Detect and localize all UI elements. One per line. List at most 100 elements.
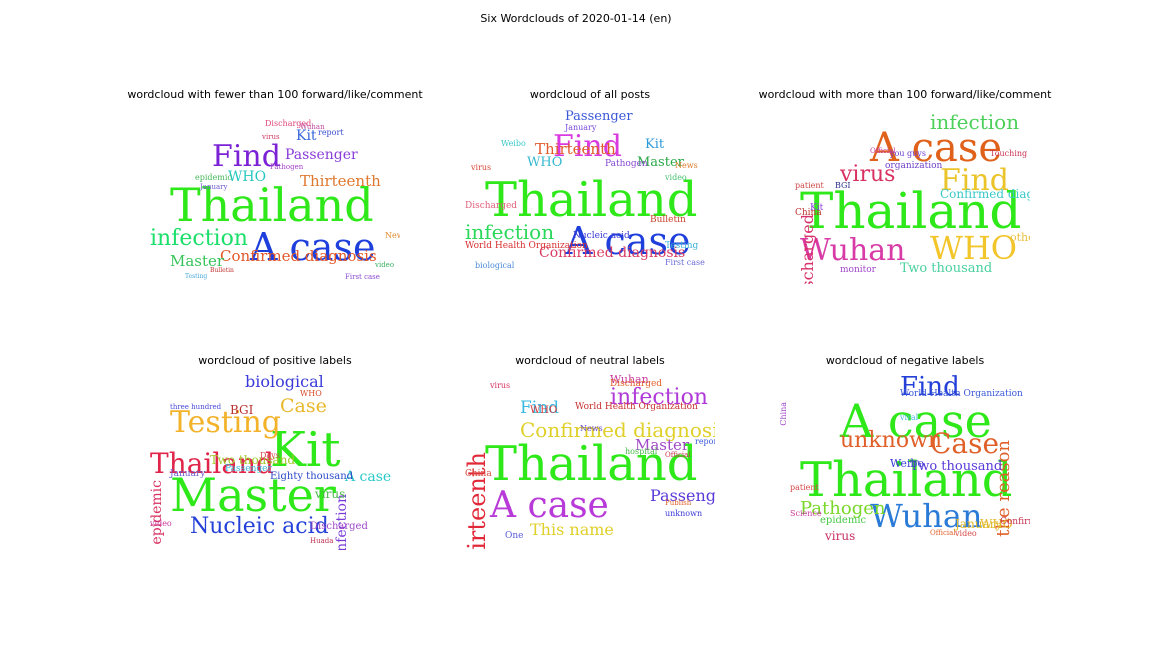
wordcloud-word: viral bbox=[900, 413, 919, 422]
wordcloud-word: A case bbox=[490, 485, 609, 526]
wordcloud-word: January bbox=[565, 123, 597, 132]
wordcloud-word: Passenger bbox=[225, 464, 272, 474]
wordcloud-word: Kit bbox=[296, 128, 317, 144]
wordcloud-word: Thailand bbox=[800, 182, 1022, 240]
wordcloud-word: virus bbox=[262, 133, 280, 141]
figure-title: Six Wordclouds of 2020-01-14 (en) bbox=[480, 12, 672, 25]
wordcloud-word: Nucleic acid bbox=[573, 231, 630, 241]
wordcloud-word: News bbox=[580, 424, 603, 433]
wordcloud-word: Discharged bbox=[465, 201, 518, 211]
wordcloud-word: WHO bbox=[228, 169, 267, 185]
wordcloud-word: Thailand bbox=[800, 452, 1013, 508]
wordcloud-word: China bbox=[780, 402, 788, 426]
wordcloud-word: Two thousand bbox=[210, 453, 296, 467]
wordcloud-word: Weibo bbox=[501, 139, 526, 148]
wordcloud-word: video bbox=[665, 173, 687, 182]
wordcloud-word: This name bbox=[530, 520, 614, 539]
wordcloud-word: A case bbox=[345, 469, 392, 485]
wordcloud-word: unknown bbox=[665, 509, 703, 518]
wordcloud-word: Testing bbox=[185, 273, 208, 280]
panel-title: wordcloud of negative labels bbox=[825, 354, 985, 367]
wordcloud-word: Discharged bbox=[265, 119, 312, 128]
wordcloud: Master Kit Thailand Testing Nucleic acid biol… bbox=[150, 370, 400, 551]
wordcloud-word: Thirteenth bbox=[300, 172, 381, 190]
wordcloud-word: Official bbox=[930, 529, 956, 537]
wordcloud-word: virus bbox=[315, 487, 346, 501]
wordcloud-word: World Health Organization bbox=[575, 402, 698, 412]
wordcloud-word: Confirmed diagnosis bbox=[520, 418, 715, 442]
wordcloud-word: video bbox=[150, 519, 172, 528]
wordcloud-word: WHO bbox=[527, 155, 563, 170]
wordcloud: Thailand A case Find infection Confirmed dia… bbox=[465, 104, 715, 284]
wordcloud-panel: wordcloud of positive labels Master Kit Th… bbox=[120, 354, 430, 554]
wordcloud-word: One bbox=[505, 531, 524, 541]
wordcloud-word: infection bbox=[930, 110, 1020, 134]
wordcloud-word: other bbox=[1010, 231, 1030, 244]
wordcloud-word: Pathogen bbox=[605, 159, 648, 169]
wordcloud-word: hospital bbox=[625, 447, 658, 456]
wordcloud-word: Master bbox=[170, 468, 336, 522]
wordcloud-word: Science bbox=[790, 509, 822, 518]
wordcloud-word: patient bbox=[790, 483, 819, 492]
wordcloud-word: infection bbox=[610, 385, 708, 410]
wordcloud-word: you guys bbox=[890, 149, 926, 158]
wordcloud-word: Confirmed diagnosis bbox=[940, 187, 1030, 201]
wordcloud-word: Huada bbox=[310, 537, 334, 545]
wordcloud-panel: wordcloud with more than 100 forward/lik… bbox=[750, 88, 1060, 288]
wordcloud-word: WHO bbox=[530, 405, 558, 416]
wordcloud-word: Bulletin bbox=[650, 215, 686, 225]
wordcloud-word: WHO bbox=[300, 389, 322, 398]
wordcloud-word: report bbox=[318, 128, 344, 137]
wordcloud-word: World Health Organization bbox=[465, 241, 588, 251]
wordcloud-word: Thirteenth bbox=[465, 452, 491, 550]
wordcloud-word: Thailand bbox=[150, 447, 274, 480]
wordcloud-word: BGI bbox=[835, 181, 851, 190]
wordcloud-word: Passenger bbox=[650, 486, 715, 505]
wordcloud-word: epidemic bbox=[820, 515, 867, 526]
wordcloud-word: Two thousand bbox=[910, 459, 1003, 474]
wordcloud-word: Thailand bbox=[170, 178, 374, 232]
wordcloud-word: Find bbox=[520, 398, 560, 418]
wordcloud-word: Weibo bbox=[890, 457, 925, 470]
wordcloud-word: video bbox=[955, 529, 977, 538]
wordcloud-word: Official bbox=[870, 147, 896, 155]
wordcloud-word: Wuhan bbox=[300, 123, 325, 131]
wordcloud-word: WHO bbox=[930, 229, 1018, 267]
panel-title: wordcloud with fewer than 100 forward/li… bbox=[127, 88, 423, 101]
wordcloud-word: Bulletin bbox=[210, 267, 234, 274]
wordcloud-word: A case bbox=[565, 219, 691, 263]
wordcloud-word: News bbox=[675, 161, 698, 170]
wordcloud-word: organization bbox=[885, 161, 943, 171]
wordcloud-word: Find bbox=[553, 129, 622, 164]
wordcloud: Thailand A case infection Find Confirmed dia… bbox=[150, 104, 400, 284]
wordcloud-word: A case bbox=[870, 125, 1003, 171]
panel-title: wordcloud of all posts bbox=[529, 88, 651, 101]
wordcloud-word: Confirmed diagnosis bbox=[539, 245, 686, 261]
wordcloud-word: January bbox=[170, 469, 206, 479]
wordcloud-word: virus bbox=[825, 529, 856, 543]
wordcloud-panel: wordcloud with fewer than 100 forward/li… bbox=[120, 88, 430, 288]
wordcloud-word: monitor bbox=[840, 265, 876, 275]
wordcloud-word: Wuhan bbox=[610, 373, 649, 386]
wordcloud-word: Two thousand bbox=[900, 261, 993, 276]
wordcloud-word: Case bbox=[280, 395, 327, 417]
wordcloud-word: Thirteenth bbox=[535, 140, 616, 158]
wordcloud-word: Master bbox=[635, 436, 690, 454]
wordcloud-word: Master bbox=[637, 155, 684, 170]
wordcloud-word: virus bbox=[490, 381, 511, 390]
wordcloud-word: Nucleic acid bbox=[190, 514, 329, 539]
wordcloud-word: Pathogen bbox=[800, 498, 886, 519]
wordcloud-word: Passenger bbox=[285, 147, 358, 163]
wordcloud-word: Testing bbox=[170, 405, 282, 440]
wordcloud-panel: wordcloud of neutral labels Thailand A ca… bbox=[435, 354, 745, 554]
wordcloud: Thailand A case WHO Find Wuhan infection virus… bbox=[780, 104, 1030, 284]
wordcloud-word: epidemic bbox=[195, 173, 232, 182]
wordcloud: Thailand A case Wuhan Find unknown Case Pathog… bbox=[780, 370, 1030, 550]
wordcloud-word: Thailand bbox=[485, 436, 698, 492]
wordcloud-word: Find bbox=[212, 139, 281, 174]
wordcloud-word: Find bbox=[900, 372, 960, 402]
wordcloud-word: World Health Organization bbox=[900, 389, 1023, 399]
wordcloud-word: Kit bbox=[810, 203, 824, 213]
wordcloud-word: Official bbox=[665, 451, 691, 459]
wordcloud-word: First case bbox=[345, 273, 380, 281]
